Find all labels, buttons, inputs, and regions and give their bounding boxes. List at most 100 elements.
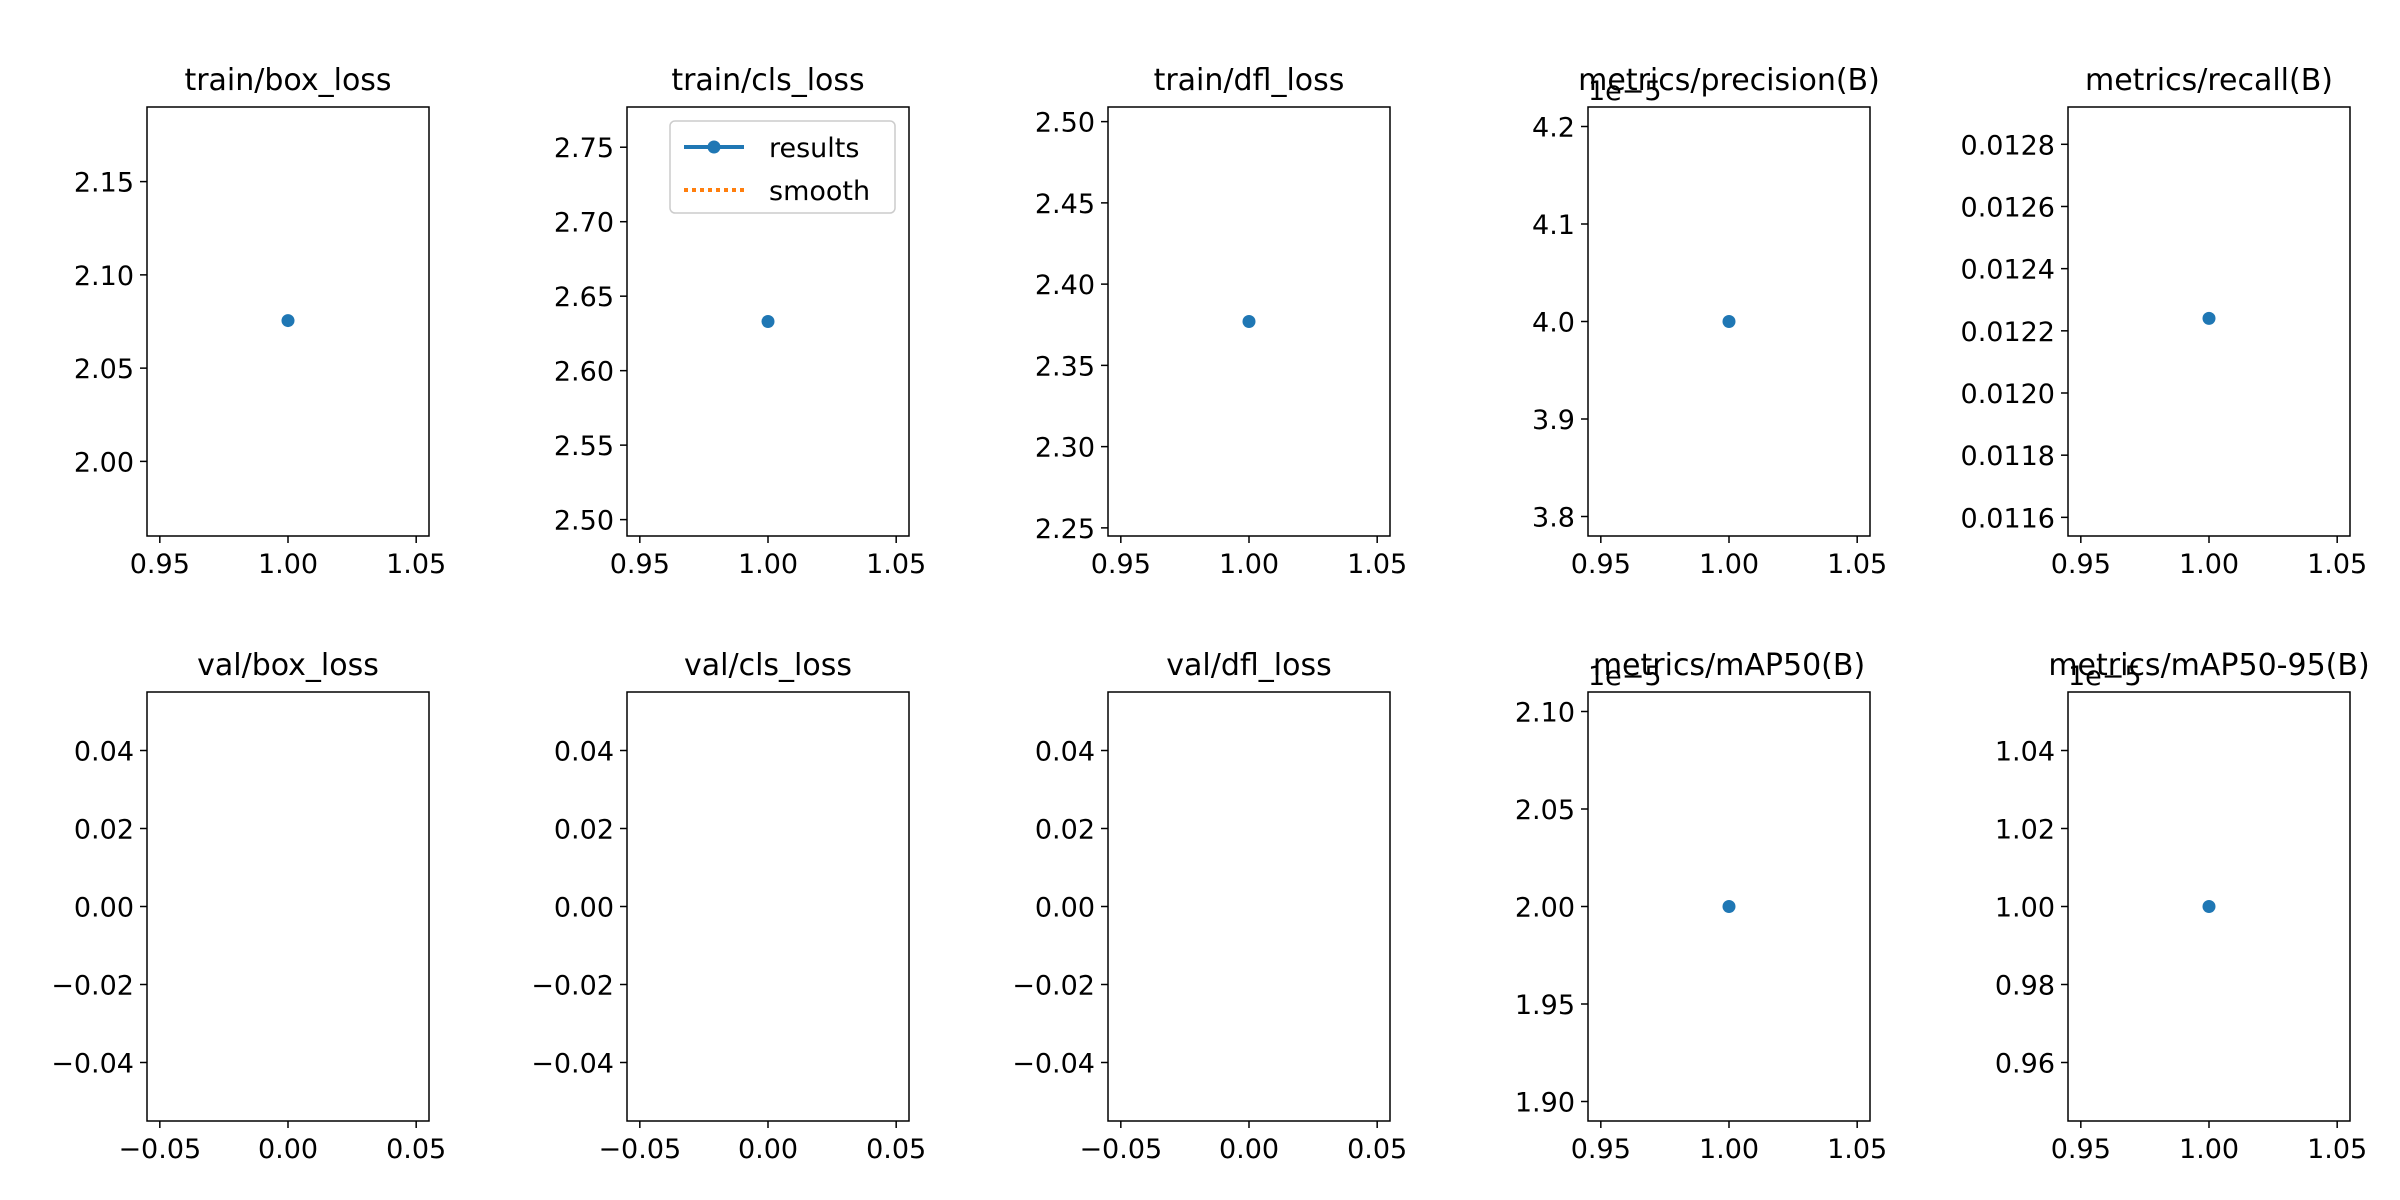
subplot-title: val/dfl_loss (1166, 648, 1331, 683)
y-tick-label: 2.70 (554, 208, 614, 239)
y-tick-label: 4.0 (1532, 308, 1575, 339)
y-tick-label: 0.0120 (1961, 379, 2055, 410)
data-point-results (2202, 311, 2216, 325)
y-tick-label: 2.75 (554, 133, 614, 164)
y-tick-label: 2.00 (74, 447, 134, 478)
x-tick-label: −0.05 (598, 1134, 681, 1165)
x-tick-label: 0.05 (386, 1134, 446, 1165)
y-tick-label: 0.04 (1035, 737, 1095, 768)
x-tick-label: 1.05 (2307, 549, 2367, 580)
data-point-results (1722, 315, 1736, 328)
y-tick-label: 2.55 (554, 431, 614, 462)
subplot-train-cls-loss: train/cls_loss 0.95 1.00 1.05 2.50 2.55 2.60 2.… (554, 63, 926, 580)
x-tick-label: 1.00 (2179, 1134, 2239, 1165)
x-tick-label: 1.00 (1219, 549, 1279, 580)
axes-frame (626, 691, 910, 1122)
y-tick-label: 3.9 (1532, 405, 1575, 436)
subplot-metrics-recall-b: metrics/recall(B) 0.95 1.00 1.05 0.0116 0.011… (1961, 63, 2368, 580)
legend-label: results (769, 133, 859, 164)
x-tick-label: 0.95 (1571, 1134, 1631, 1165)
subplot-title: metrics/recall(B) (2085, 63, 2333, 98)
data-point-results (281, 314, 295, 328)
y-tick-label: 2.35 (1035, 351, 1095, 382)
y-tick-label: 0.04 (554, 737, 614, 768)
y-offset-label: 1e−5 (1588, 76, 1662, 107)
y-tick-label: 1.95 (1515, 990, 1575, 1021)
legend: results smooth (669, 120, 896, 214)
axes-frame (1107, 691, 1391, 1122)
y-tick-label: 0.0118 (1961, 441, 2055, 472)
data-point-results (1242, 315, 1256, 328)
y-tick-label: 2.25 (1035, 514, 1095, 545)
y-tick-label: −0.02 (51, 971, 134, 1002)
x-tick-label: 0.00 (258, 1134, 318, 1165)
y-tick-label: 4.1 (1532, 210, 1575, 241)
y-tick-label: 0.0128 (1961, 130, 2055, 161)
y-tick-label: 2.05 (74, 354, 134, 385)
x-tick-label: 1.00 (1699, 1134, 1759, 1165)
y-tick-label: 2.10 (74, 261, 134, 292)
subplot-train-box-loss: train/box_loss 0.95 1.00 1.05 2.00 2.05 2.10 2.… (74, 63, 446, 580)
x-tick-label: 0.05 (1347, 1134, 1407, 1165)
y-tick-label: 2.05 (1515, 795, 1575, 826)
x-tick-label: 0.95 (2051, 549, 2111, 580)
y-tick-label: 2.40 (1035, 270, 1095, 301)
axes-frame (146, 691, 430, 1122)
y-tick-label: 0.00 (74, 893, 134, 924)
y-tick-label: 4.2 (1532, 113, 1575, 144)
y-tick-label: 2.50 (1035, 108, 1095, 139)
y-tick-label: 0.00 (554, 893, 614, 924)
x-tick-label: 1.05 (1827, 1134, 1887, 1165)
y-tick-label: 0.02 (554, 815, 614, 846)
data-point-results (761, 315, 775, 328)
y-tick-label: 0.02 (1035, 815, 1095, 846)
x-tick-label: 0.05 (866, 1134, 926, 1165)
x-tick-label: 0.95 (1091, 549, 1151, 580)
subplot-metrics-map50-95-b: metrics/mAP50-95(B)1e−5 0.95 1.00 1.05 0.96 0… (1995, 648, 2370, 1165)
y-tick-label: 1.00 (1995, 893, 2055, 924)
x-tick-label: −0.05 (1079, 1134, 1162, 1165)
y-tick-label: 0.0126 (1961, 192, 2055, 223)
subplot-metrics-precision-b: metrics/precision(B)1e−5 0.95 1.00 1.05 3.8 3… (1532, 63, 1887, 580)
subplot-title: val/cls_loss (684, 648, 852, 683)
subplot-train-dfl-loss: train/dfl_loss 0.95 1.00 1.05 2.25 2.30 2.35 2.… (1035, 63, 1407, 580)
y-tick-label: 2.45 (1035, 189, 1095, 220)
x-tick-label: 1.05 (2307, 1134, 2367, 1165)
y-tick-label: 0.0116 (1961, 503, 2055, 534)
y-tick-label: 1.90 (1515, 1088, 1575, 1119)
legend-label: smooth (769, 176, 870, 207)
y-tick-label: 2.15 (74, 168, 134, 199)
subplot-val-box-loss: val/box_loss −0.05 0.00 0.05 −0.04 −0.02 0.00 0… (51, 648, 446, 1165)
y-tick-label: 2.30 (1035, 433, 1095, 464)
subplot-title: train/cls_loss (671, 63, 864, 98)
subplot-title: train/dfl_loss (1154, 63, 1345, 98)
subplot-val-cls-loss: val/cls_loss −0.05 0.00 0.05 −0.04 −0.02 0.00 0… (531, 648, 926, 1165)
subplot-title: metrics/mAP50-95(B) (2048, 648, 2369, 683)
x-tick-label: −0.05 (118, 1134, 201, 1165)
data-point-results (2202, 900, 2216, 913)
x-tick-label: 1.05 (1347, 549, 1407, 580)
y-tick-label: −0.04 (1012, 1049, 1095, 1080)
y-tick-label: 0.98 (1995, 971, 2055, 1002)
subplot-metrics-map50-b: metrics/mAP50(B)1e−5 0.95 1.00 1.05 1.90 1.95… (1515, 648, 1887, 1165)
y-tick-label: 2.10 (1515, 698, 1575, 729)
y-tick-label: −0.02 (1012, 971, 1095, 1002)
y-tick-label: −0.04 (51, 1049, 134, 1080)
y-tick-label: 3.8 (1532, 503, 1575, 534)
y-tick-label: 2.50 (554, 506, 614, 537)
x-tick-label: 0.95 (610, 549, 670, 580)
subplot-title: train/box_loss (184, 63, 391, 98)
x-tick-label: 1.00 (1699, 549, 1759, 580)
y-tick-label: 0.04 (74, 737, 134, 768)
y-tick-label: 1.02 (1995, 815, 2055, 846)
y-tick-label: 2.60 (554, 357, 614, 388)
y-tick-label: −0.04 (531, 1049, 614, 1080)
subplot-title: metrics/precision(B) (1578, 63, 1880, 98)
subplot-val-dfl-loss: val/dfl_loss −0.05 0.00 0.05 −0.04 −0.02 0.00 0… (1012, 648, 1407, 1165)
y-tick-label: 0.96 (1995, 1049, 2055, 1080)
y-tick-label: 2.00 (1515, 893, 1575, 924)
x-tick-label: 0.00 (1219, 1134, 1279, 1165)
y-tick-label: 2.65 (554, 282, 614, 313)
x-tick-label: 1.00 (2179, 549, 2239, 580)
